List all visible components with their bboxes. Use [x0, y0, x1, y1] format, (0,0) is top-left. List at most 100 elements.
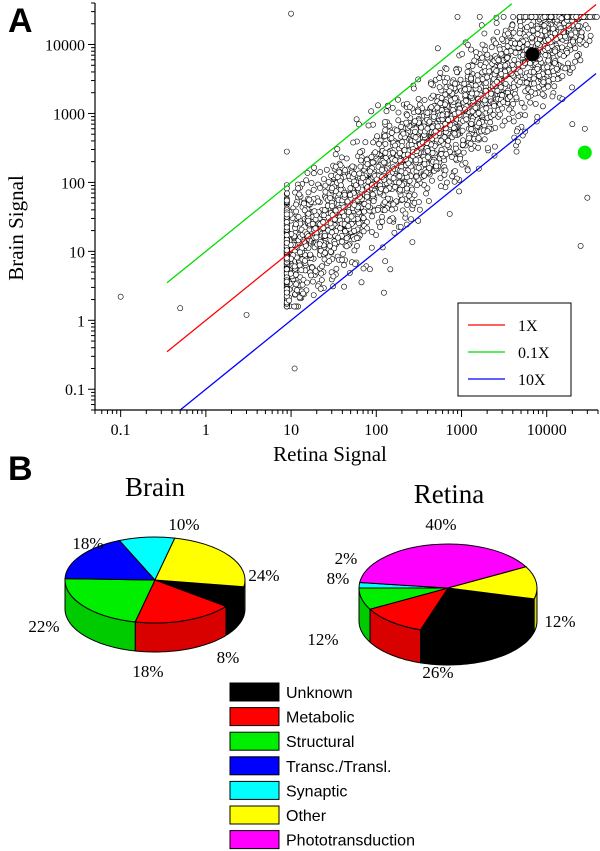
- scatter-point: [291, 365, 298, 372]
- scatter-point: [497, 84, 504, 91]
- scatter-point: [340, 250, 346, 257]
- scatter-point: [534, 31, 541, 37]
- scatter-point: [381, 199, 388, 205]
- scatter-point: [413, 173, 420, 180]
- scatter-point: [367, 168, 373, 175]
- scatter-point: [347, 191, 353, 198]
- scatter-point: [344, 198, 351, 205]
- scatter-point: [360, 215, 367, 221]
- scatter-point: [334, 146, 341, 152]
- scatter-point: [569, 84, 575, 91]
- scatter-point: [443, 66, 450, 72]
- scatter-point: [349, 163, 356, 170]
- scatter-point: [505, 30, 511, 37]
- scatter-point: [498, 71, 505, 77]
- scatter-point: [424, 109, 431, 116]
- scatter-point: [502, 62, 509, 69]
- pie-label: 18%: [132, 662, 163, 681]
- scatter-point: [423, 190, 429, 197]
- legend-swatch-phototransduction: [229, 830, 280, 850]
- y-tick-label: 0.1: [65, 382, 85, 399]
- scatter-point: [560, 53, 567, 59]
- scatter-point: [327, 248, 334, 255]
- scatter-point: [475, 135, 482, 141]
- scatter-point: [382, 141, 389, 147]
- scatter-point: [517, 68, 524, 75]
- scatter-point: [388, 129, 395, 136]
- legend-category-label: Transc./Transl.: [286, 759, 392, 776]
- scatter-point: [309, 278, 316, 285]
- scatter-point: [305, 217, 312, 224]
- legend-swatch-metabolic: [229, 707, 280, 727]
- scatter-point: [392, 157, 399, 164]
- scatter-point: [494, 87, 501, 94]
- pie-label: 8%: [327, 569, 350, 588]
- scatter-point: [321, 207, 328, 214]
- scatter-point: [451, 95, 458, 102]
- scatter-point: [572, 45, 579, 52]
- pie-slice-metabolic: [368, 587, 450, 631]
- scatter-point: [587, 13, 593, 20]
- scatter-point: [491, 143, 498, 150]
- scatter-point: [577, 57, 584, 64]
- scatter-point: [408, 216, 414, 222]
- scatter-point: [430, 113, 437, 120]
- scatter-point: [507, 93, 513, 100]
- scatter-point: [343, 155, 350, 162]
- scatter-point: [515, 113, 522, 120]
- scatter-point: [559, 73, 566, 79]
- reference-lines: [166, 3, 597, 411]
- scatter-point: [404, 201, 410, 208]
- scatter-point: [291, 263, 298, 270]
- scatter-point: [308, 272, 314, 279]
- scatter-point: [399, 196, 406, 203]
- scatter-point: [328, 172, 335, 179]
- scatter-point: [465, 63, 472, 69]
- scatter-point: [482, 47, 489, 53]
- scatter-point: [283, 219, 290, 225]
- scatter-point: [432, 132, 439, 139]
- scatter-point: [361, 208, 367, 215]
- legend-category-label: Synaptic: [286, 783, 347, 800]
- scatter-point: [493, 68, 500, 74]
- scatter-point: [506, 106, 513, 113]
- scatter-point: [369, 191, 376, 198]
- scatter-point: [558, 15, 565, 22]
- scatter-point: [177, 305, 184, 312]
- scatter-point: [283, 232, 290, 239]
- scatter-point: [283, 148, 290, 155]
- scatter-point: [452, 145, 459, 152]
- scatter-point: [466, 135, 472, 141]
- scatter-point: [468, 145, 475, 152]
- legend-category-label: Unknown: [286, 685, 353, 702]
- scatter-point: [284, 190, 290, 197]
- scatter-point: [326, 258, 333, 265]
- scatter-point: [442, 101, 448, 108]
- scatter-point: [323, 166, 330, 173]
- scatter-point: [569, 121, 576, 128]
- scatter-point: [577, 242, 584, 249]
- scatter-point: [445, 117, 452, 123]
- scatter-point: [291, 303, 298, 310]
- scatter-point: [460, 149, 467, 156]
- scatter-point: [298, 267, 305, 273]
- scatter-point: [309, 264, 315, 271]
- scatter-point: [425, 154, 431, 161]
- scatter-point: [510, 118, 517, 125]
- scatter-point: [412, 157, 419, 163]
- scatter-point: [411, 192, 418, 198]
- scatter-point: [342, 167, 348, 174]
- scatter-point: [398, 168, 405, 175]
- scatter-point: [374, 133, 380, 140]
- scatter-point: [437, 100, 444, 107]
- scatter-point: [539, 91, 546, 98]
- scatter-point: [534, 40, 541, 47]
- scatter-point: [304, 279, 310, 286]
- scatter-point: [341, 191, 348, 198]
- scatter-point: [500, 99, 507, 105]
- scatter-point: [353, 235, 360, 241]
- scatter-point: [593, 13, 600, 20]
- pie-slice-other: [154, 537, 246, 588]
- scatter-point: [368, 244, 375, 251]
- scatter-point: [550, 76, 557, 82]
